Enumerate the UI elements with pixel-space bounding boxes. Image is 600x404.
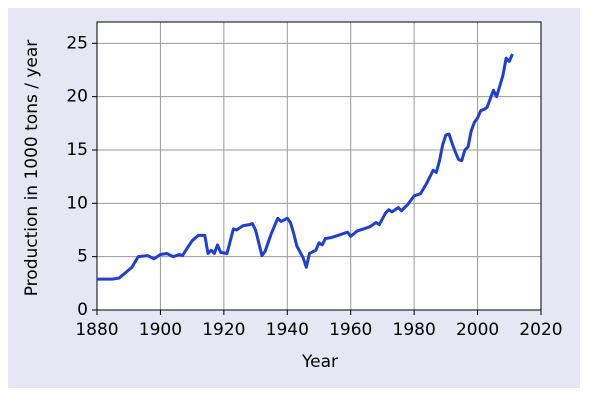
- y-tick-label: 15: [66, 140, 88, 160]
- x-axis-label: Year: [301, 352, 338, 372]
- y-axis-label: Production in 1000 tons / year: [22, 40, 42, 297]
- x-tick-label: 1900: [139, 320, 182, 340]
- x-tick-label: 1920: [202, 320, 245, 340]
- x-tick-label: 2000: [456, 320, 499, 340]
- x-tick-label: 2020: [519, 320, 562, 340]
- y-tick-label: 20: [66, 87, 88, 107]
- x-tick-label: 1880: [75, 320, 118, 340]
- x-tick-label: 1980: [393, 320, 436, 340]
- y-tick-label: 5: [77, 247, 88, 267]
- plot-area: [96, 21, 542, 311]
- y-tick-label: 10: [66, 193, 88, 213]
- x-tick-label: 1960: [329, 320, 372, 340]
- x-tick-label: 1940: [266, 320, 309, 340]
- y-tick-label: 25: [66, 33, 88, 53]
- plot-frame: [96, 21, 542, 311]
- y-tick-label: 0: [77, 300, 88, 320]
- data-line: [97, 53, 514, 281]
